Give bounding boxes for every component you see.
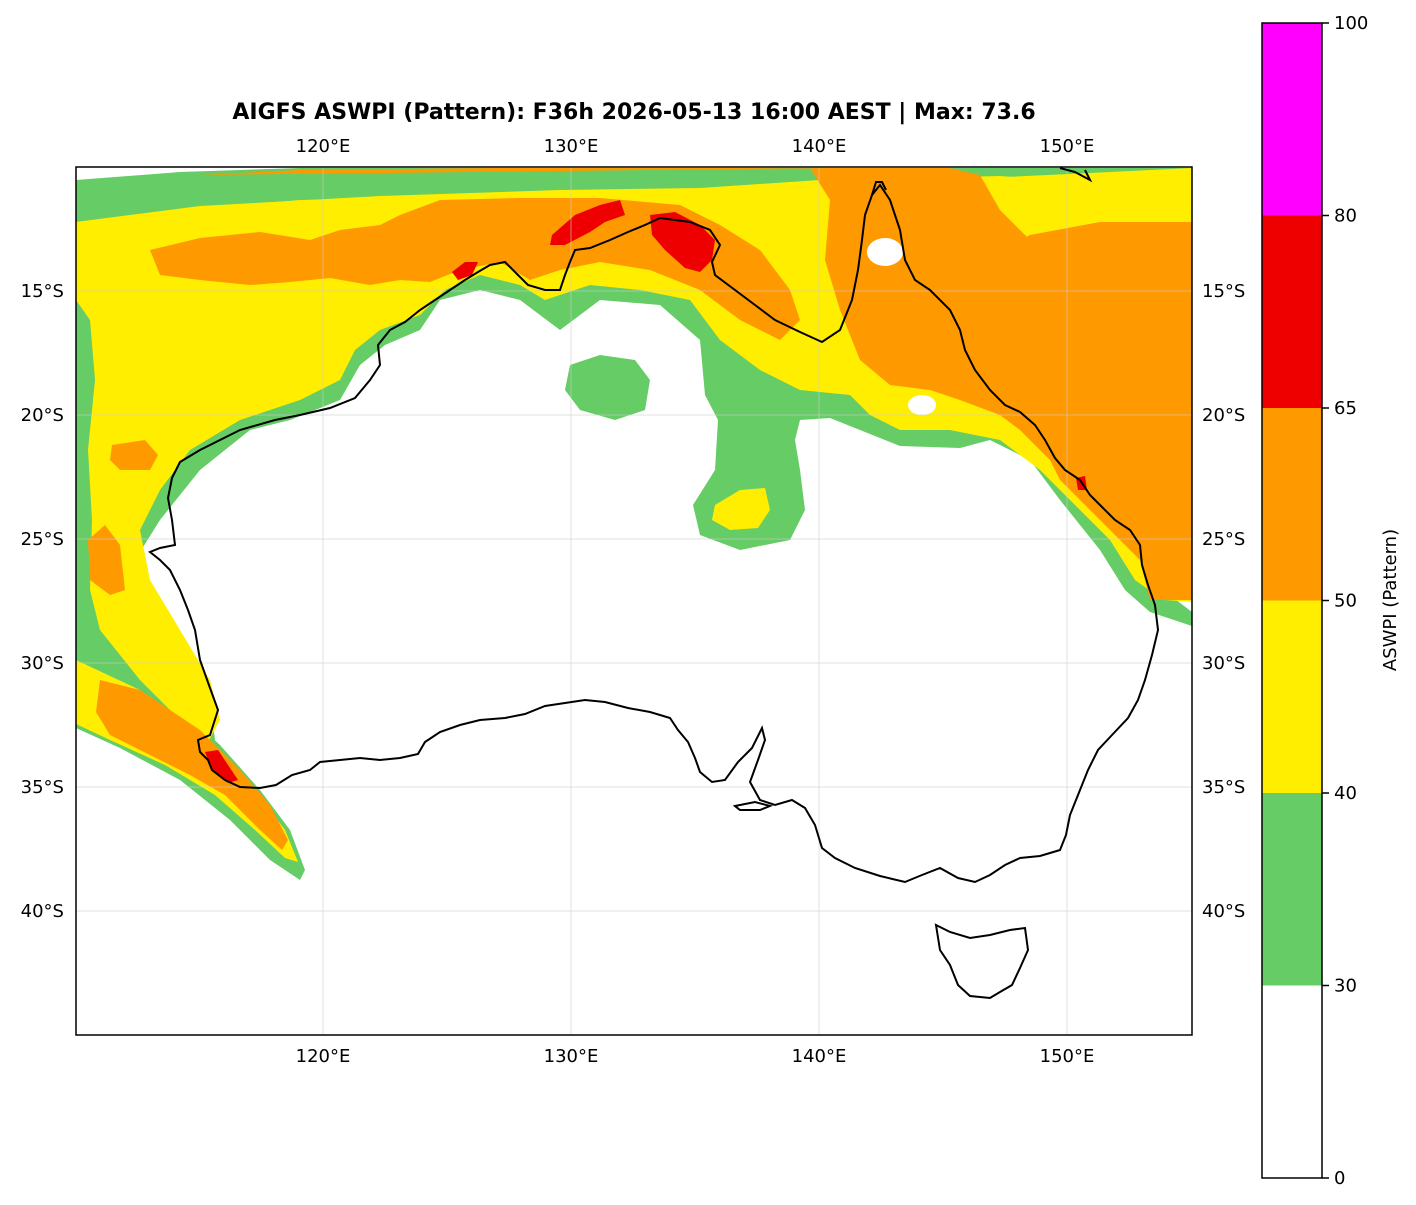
contour-red-sw: [205, 750, 238, 783]
colorbar-ticks: 0 30 40 50 65 80 100: [1322, 13, 1368, 1189]
colorbar-tick-label-0: 0: [1334, 1168, 1345, 1189]
colorbar-tick-label-2: 40: [1334, 783, 1357, 804]
contour-white-hole-qld: [908, 395, 936, 415]
lon-tick-top-130e: 130°E: [544, 136, 599, 157]
coastline-tasmania: [934, 923, 1030, 1000]
lat-tick-right-35s: 35°S: [1202, 777, 1245, 798]
lat-tick-left-25s: 25°S: [21, 529, 64, 550]
contour-yellow-inland: [712, 488, 770, 530]
contour-orange-west-blob: [88, 525, 125, 595]
colorbar-segment-4: [1262, 215, 1322, 408]
lon-tick-top-140e: 140°E: [792, 136, 847, 157]
colorbar-label: ASWPI (Pattern): [1380, 529, 1401, 671]
colorbar-segment-0: [1262, 985, 1322, 1178]
lat-tick-left-15s: 15°S: [21, 281, 64, 302]
colorbar-tick-label-5: 80: [1334, 206, 1357, 227]
lon-tick-bottom-130e: 130°E: [544, 1046, 599, 1067]
map-title: AIGFS ASWPI (Pattern): F36h 2026-05-13 1…: [232, 100, 1036, 125]
contour-orange-qld: [855, 245, 960, 380]
colorbar-tick-label-3: 50: [1334, 591, 1357, 612]
map-border: [75, 166, 1193, 1036]
lat-ticks-left: 15°S 20°S 25°S 30°S 35°S 40°S: [21, 281, 64, 922]
contour-orange-central: [150, 198, 800, 340]
colorbar-segment-5: [1262, 23, 1322, 216]
colorbar-segment-1: [1262, 793, 1322, 986]
contour-green-inland: [565, 355, 650, 420]
contour-orange-north: [200, 168, 1192, 600]
coastline-australia: [148, 183, 1160, 884]
colorbar: 0 30 40 50 65 80 100 ASWPI (Pattern): [1261, 13, 1401, 1189]
coastline-cape-york-tip: [871, 181, 887, 196]
lat-tick-right-20s: 20°S: [1202, 405, 1245, 426]
coastline-kangaroo-island: [732, 800, 774, 811]
contour-white-hole-cape: [867, 238, 903, 266]
colorbar-tick-label-1: 30: [1334, 976, 1357, 997]
colorbar-segment-2: [1262, 600, 1322, 793]
contour-orange-small-west: [110, 440, 158, 470]
lon-ticks-bottom: 120°E 130°E 140°E 150°E: [296, 1046, 1095, 1067]
colorbar-tick-label-4: 65: [1334, 398, 1357, 419]
colorbar-segments: [1262, 23, 1322, 1178]
contour-red-kimberley: [452, 262, 478, 280]
lat-ticks-right: 15°S 20°S 25°S 30°S 35°S 40°S: [1202, 281, 1245, 922]
lat-tick-right-30s: 30°S: [1202, 653, 1245, 674]
aswpi-contours: [76, 168, 1192, 880]
lat-tick-right-15s: 15°S: [1202, 281, 1245, 302]
contour-orange-east: [965, 222, 1192, 600]
contour-red-gulf: [650, 212, 715, 272]
map-panel: [76, 167, 1192, 1035]
lat-tick-left-35s: 35°S: [21, 777, 64, 798]
lon-tick-bottom-140e: 140°E: [792, 1046, 847, 1067]
lat-tick-left-40s: 40°S: [21, 901, 64, 922]
lat-tick-left-30s: 30°S: [21, 653, 64, 674]
contour-orange-sw: [96, 680, 288, 850]
lat-tick-right-40s: 40°S: [1202, 901, 1245, 922]
lon-tick-bottom-120e: 120°E: [296, 1046, 351, 1067]
lon-tick-bottom-150e: 150°E: [1040, 1046, 1095, 1067]
lon-tick-top-150e: 150°E: [1040, 136, 1095, 157]
lat-tick-left-20s: 20°S: [21, 405, 64, 426]
colorbar-segment-3: [1262, 408, 1322, 601]
lon-tick-top-120e: 120°E: [296, 136, 351, 157]
lat-tick-right-25s: 25°S: [1202, 529, 1245, 550]
contour-red-top-end: [550, 200, 625, 245]
colorbar-tick-label-6: 100: [1334, 13, 1368, 34]
lon-ticks-top: 120°E 130°E 140°E 150°E: [296, 136, 1095, 157]
coastline-new-guinea: [1059, 167, 1093, 183]
